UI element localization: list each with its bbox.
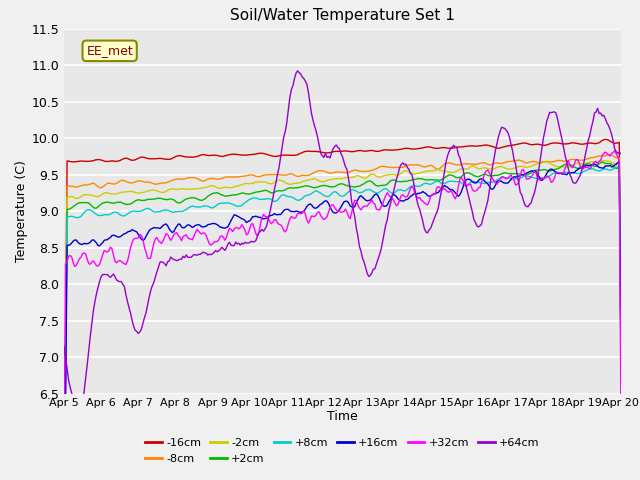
Title: Soil/Water Temperature Set 1: Soil/Water Temperature Set 1 — [230, 9, 455, 24]
X-axis label: Time: Time — [327, 410, 358, 423]
Legend: -16cm, -8cm, -2cm, +2cm, +8cm, +16cm, +32cm, +64cm: -16cm, -8cm, -2cm, +2cm, +8cm, +16cm, +3… — [141, 434, 544, 468]
Text: EE_met: EE_met — [86, 44, 133, 57]
Y-axis label: Temperature (C): Temperature (C) — [15, 160, 29, 262]
